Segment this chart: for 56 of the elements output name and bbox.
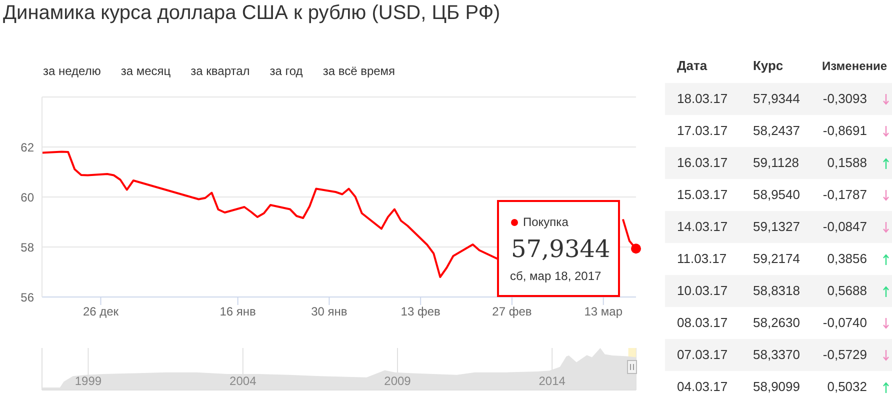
text: -0,5729 [822,346,867,364]
legend-label: Покупка [523,215,568,229]
x-tick-label: 30 янв [311,304,348,319]
chart-title: Динамика курса доллара США к рублю (USD, ЦБ РФ) [3,2,500,25]
text: 58,8318 [753,282,800,300]
y-tick-label: 60 [20,190,34,204]
text: 57,9344 [753,90,800,108]
text: 0,5032 [827,378,867,396]
text: 59,1128 [753,154,800,172]
x-tick-label: 13 фев [400,304,440,319]
text: 58,9099 [753,378,800,396]
text: 16.03.17 [677,154,728,172]
text: 04.03.17 [677,378,728,396]
text: -0,0740 [822,314,867,332]
text: Дата [677,57,708,75]
text: Изменение [822,58,888,75]
text: 11.03.17 [677,250,727,268]
text: Курс [753,57,784,75]
text: за месяц [120,64,171,78]
text: 18.03.17 [677,90,728,108]
text: 58,3370 [753,346,800,364]
text: -0,3093 [822,90,867,108]
x-tick-label: 13 мар [584,304,623,319]
y-tick-label: 58 [20,240,34,254]
text: за год [270,64,303,78]
y-tick-label: 62 [20,140,34,154]
text: 0,3856 [827,250,867,268]
text: 59,2174 [753,250,800,268]
text: 58,9540 [753,186,800,204]
text: за квартал [190,64,250,78]
y-tick-label: 56 [20,290,34,304]
text: 10.03.17 [677,282,728,300]
text: -0,1787 [822,186,867,204]
text: за всё время [322,64,396,78]
text: 14.03.17 [677,218,728,236]
x-tick-label: 1999 [74,374,102,388]
x-tick-label: 26 дек [82,304,120,319]
text: 59,1327 [753,218,800,236]
text: за неделю [43,64,101,78]
text: 15.03.17 [677,186,728,204]
annotation: 57,9344 [511,235,610,263]
text: 58,2630 [753,314,800,332]
text: -0,8691 [822,122,867,140]
text: 0,5688 [827,282,867,300]
text: 07.03.17 [677,346,728,364]
annotation: сб, мар 18, 2017 [510,269,602,283]
text: 17.03.17 [677,122,728,140]
text: 58,2437 [753,122,800,140]
text: 0,1588 [827,154,867,172]
text: -0,0847 [822,218,867,236]
x-tick-label: 2004 [230,374,257,388]
x-tick-label: 27 фев [492,304,532,319]
x-tick-label: 2014 [538,374,566,388]
text: 08.03.17 [677,314,728,332]
x-tick-label: 2009 [384,374,412,388]
x-tick-label: 16 янв [220,304,256,319]
